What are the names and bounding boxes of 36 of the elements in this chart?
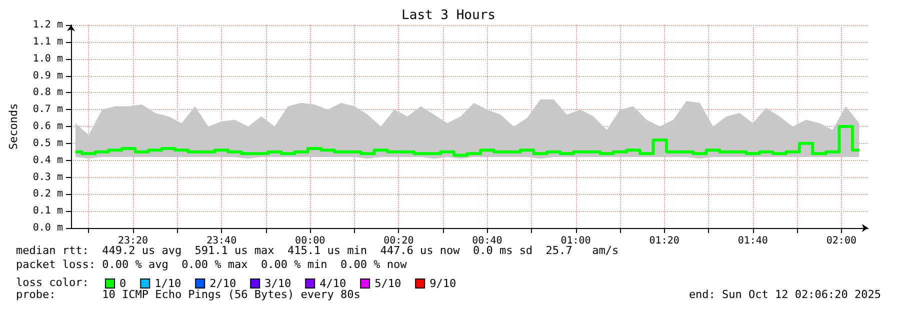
text: packet loss: 0.00 % avg 0.00 % max 0.00 % min 0.00 % now bbox=[16, 258, 407, 271]
y-tick-label: 1.0 m bbox=[32, 53, 63, 64]
legend-label: 9/10 bbox=[430, 277, 456, 290]
text: median rtt: 449.2 us avg 591.1 us max 415.1 us min 447.6 us now 0.0 ms sd 25.7 am/s bbox=[16, 244, 619, 257]
y-axis-title: Seconds bbox=[7, 103, 20, 150]
y-tick-label: 0.9 m bbox=[32, 70, 63, 82]
x-tick-label: 01:00 bbox=[560, 236, 591, 246]
y-tick-label: 0.5 m bbox=[32, 138, 63, 149]
x-tick-label: 02:00 bbox=[826, 236, 856, 246]
legend-label: 3/10 bbox=[264, 277, 292, 290]
x-tick-label: 23:40 bbox=[206, 236, 237, 246]
y-tick-label: 0.0 m bbox=[32, 222, 63, 234]
text: probe: 10 ICMP Echo Pings (56 Bytes) every 80s bbox=[16, 288, 360, 301]
x-tick-label: 01:40 bbox=[738, 236, 768, 246]
y-tick-label: 0.4 m bbox=[32, 154, 63, 166]
y-tick-label: 1.1 m bbox=[32, 36, 63, 48]
y-tick-label: 0.2 m bbox=[32, 188, 63, 200]
x-tick-label: 00:20 bbox=[384, 236, 414, 246]
y-tick-label: 0.7 m bbox=[32, 104, 63, 116]
y-tick-label: 1.2 m bbox=[32, 20, 63, 30]
x-tick-label: 00:40 bbox=[472, 236, 502, 246]
legend-title: loss color: bbox=[16, 276, 89, 289]
x-tick-label: 01:20 bbox=[649, 236, 680, 246]
y-tick-label: 0.8 m bbox=[32, 87, 63, 98]
y-tick-label: 0.3 m bbox=[32, 172, 63, 183]
y-tick-label: 0.1 m bbox=[32, 206, 63, 217]
y-tick-label: 0.6 m bbox=[32, 121, 63, 132]
legend-label: 4/10 bbox=[320, 277, 346, 290]
x-tick-label: 23:20 bbox=[118, 236, 148, 246]
legend-label: 1/10 bbox=[154, 277, 182, 290]
legend-label: 5/10 bbox=[374, 277, 402, 290]
x-tick-label: 00:00 bbox=[295, 236, 326, 246]
text: end: Sun Oct 12 02:06:20 2025 bbox=[688, 288, 881, 301]
legend-label: 0 bbox=[120, 277, 126, 290]
chart-title: Last 3 Hours bbox=[402, 8, 496, 23]
legend-label: 2/10 bbox=[210, 277, 236, 290]
